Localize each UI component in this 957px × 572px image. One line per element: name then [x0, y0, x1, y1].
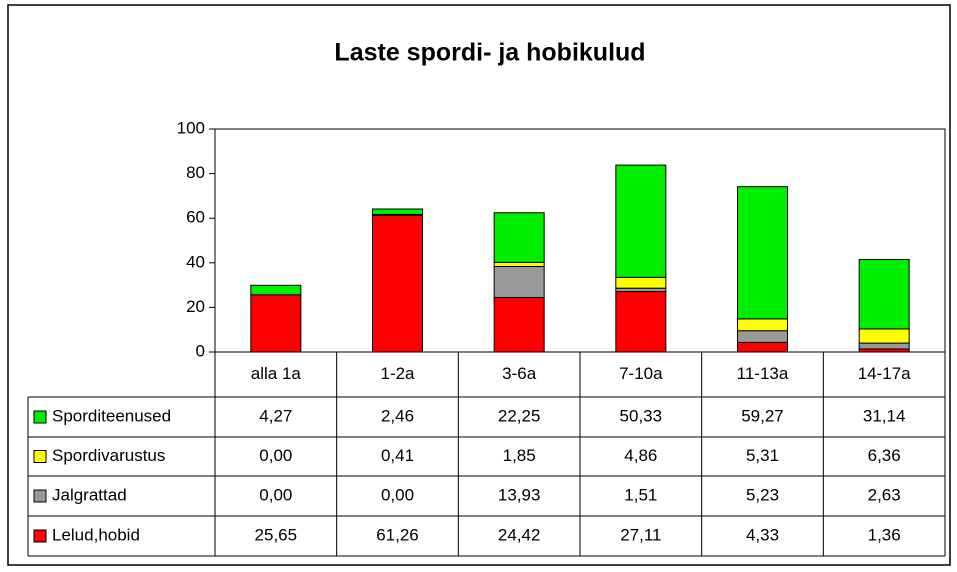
- bar-segment: [858, 342, 910, 350]
- table-value: 0,00: [381, 485, 414, 504]
- bar-segment: [372, 214, 423, 353]
- table-value: 0,41: [381, 446, 414, 465]
- bar-segment: [250, 294, 302, 353]
- chart-border: [7, 4, 951, 566]
- legend-swatch: [33, 529, 47, 543]
- table-value: 0,00: [259, 446, 292, 465]
- table-value: 4,27: [259, 406, 292, 425]
- bar-segment: [737, 318, 788, 332]
- y-tick-label: 40: [186, 252, 205, 271]
- y-tick-label: 100: [177, 118, 205, 137]
- legend-label: Jalgrattad: [52, 485, 127, 504]
- y-tick-label: 60: [186, 208, 205, 227]
- bar-segment: [372, 208, 423, 215]
- table-value: 1,85: [503, 446, 536, 465]
- bar-segment: [737, 330, 788, 343]
- table-value: 50,33: [620, 406, 663, 425]
- bar-segment: [615, 164, 667, 278]
- table-value: 2,63: [868, 485, 901, 504]
- x-tick-label: 14-17a: [858, 364, 911, 383]
- bar-segment: [493, 297, 545, 353]
- bar-segment: [615, 287, 667, 293]
- table-value: 24,42: [498, 525, 541, 544]
- table-value: 4,33: [746, 525, 779, 544]
- table-value: 1,36: [868, 525, 901, 544]
- x-tick-label: 1-2a: [380, 364, 415, 383]
- y-tick-label: 0: [196, 341, 205, 360]
- y-tick-label: 80: [186, 163, 205, 182]
- legend-label: Lelud,hobid: [52, 525, 140, 544]
- bar-segment: [493, 212, 545, 263]
- table-value: 59,27: [741, 406, 784, 425]
- table-value: 22,25: [498, 406, 541, 425]
- legend-label: Sporditeenused: [52, 406, 171, 425]
- table-value: 0,00: [259, 485, 292, 504]
- table-value: 61,26: [376, 525, 419, 544]
- x-tick-label: 3-6a: [502, 364, 537, 383]
- bar-segment: [493, 265, 545, 299]
- table-value: 6,36: [868, 446, 901, 465]
- bar-segment: [737, 341, 788, 353]
- bar-segment: [493, 261, 545, 267]
- legend-swatch: [33, 450, 47, 463]
- x-tick-label: 11-13a: [737, 364, 789, 383]
- table-value: 1,51: [624, 485, 657, 504]
- x-tick-label: alla 1a: [251, 364, 302, 383]
- legend-swatch: [33, 410, 47, 424]
- x-tick-label: 7-10a: [619, 364, 663, 383]
- bar-segment: [615, 276, 667, 289]
- bar-segment: [858, 328, 910, 344]
- table-value: 13,93: [498, 485, 541, 504]
- table-value: 27,11: [620, 525, 661, 544]
- chart-title: Laste spordi- ja hobikulud: [334, 39, 645, 67]
- y-tick-label: 20: [186, 297, 205, 316]
- legend-label: Spordivarustus: [52, 446, 165, 465]
- table-value: 5,31: [746, 446, 779, 465]
- table-value: 2,46: [381, 406, 414, 425]
- bar-segment: [615, 291, 667, 353]
- table-value: 31,14: [863, 406, 906, 425]
- bar-segment: [250, 284, 302, 296]
- bar-segment: [737, 186, 788, 320]
- bar-segment: [858, 258, 910, 330]
- legend-swatch: [33, 489, 47, 503]
- table-value: 5,23: [746, 485, 779, 504]
- table-value: 4,86: [624, 446, 657, 465]
- table-value: 25,65: [255, 525, 298, 544]
